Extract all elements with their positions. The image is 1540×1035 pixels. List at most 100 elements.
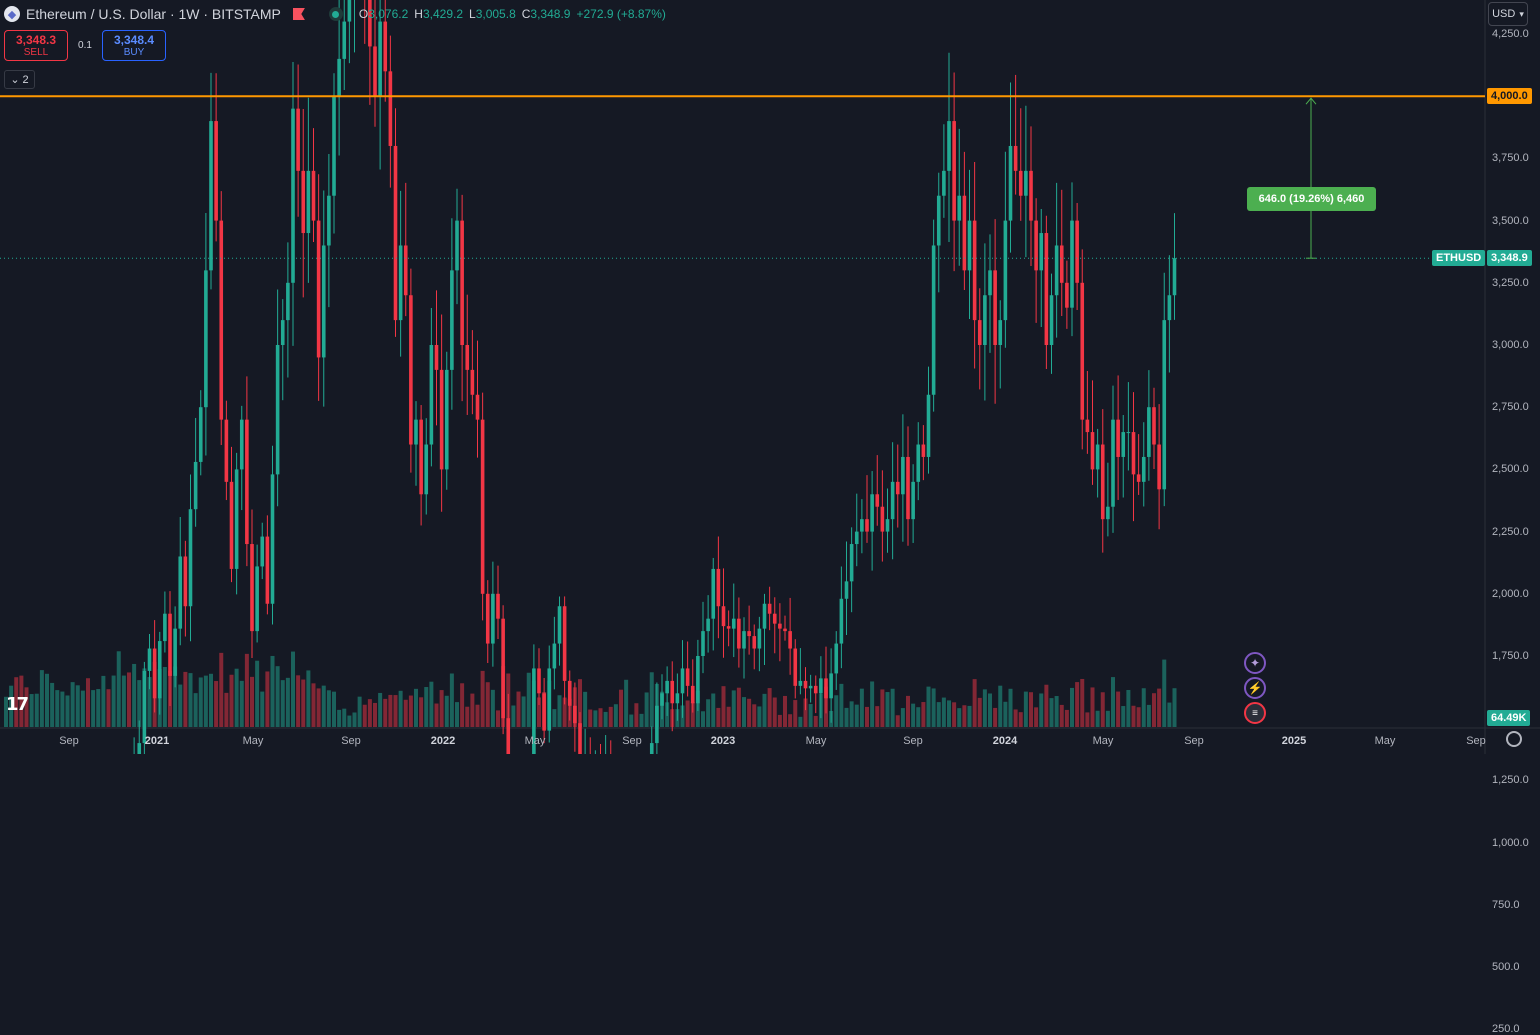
candle-body [491,593,495,644]
ohlc-key: O [358,7,369,21]
volume-bar [752,704,757,727]
volume-bar [168,670,172,727]
candle-body [767,603,772,614]
ohlc-value: 3,076.2 [368,7,409,21]
volume-bar [998,685,1003,727]
volume-bar [993,707,998,727]
volume-bar [798,716,803,727]
volume-bar [1090,687,1095,727]
candle-body [1018,170,1023,196]
volume-bar [439,690,444,727]
time-axis-label: 2024 [992,735,1018,747]
volume-bar [803,698,808,727]
symbol-title[interactable]: Ethereum / U.S. Dollar · 1W · BITSTAMP [26,6,281,22]
ohlc-item: H3,429.2 [414,7,463,21]
candle-body [988,270,992,296]
candle-body [1141,456,1146,482]
candle-body [250,544,254,632]
volume-bar [572,687,577,727]
volume-bar [414,688,418,727]
volume-bar [75,685,80,727]
candle-body [388,71,393,146]
candle-body [865,519,869,532]
volume-bar [4,696,8,727]
volume-bar [127,672,131,727]
candle-body [731,618,736,629]
market-status-icon[interactable] [328,7,343,21]
candle-body [147,648,152,671]
candle-body [942,170,946,196]
tradingview-logo[interactable]: 17 [6,694,29,715]
time-axis-label: May [805,735,827,747]
volume-bar [378,692,383,727]
volume-bar [834,695,839,727]
candle-body [450,270,454,370]
volume-bar [96,689,101,727]
buy-button[interactable]: 3,348.4 BUY [102,30,166,61]
candle-body [337,58,341,97]
volume-bar [654,683,659,727]
candle-body [1075,220,1079,283]
volume-bar [936,702,941,727]
indicators-toggle-button[interactable]: ⌄ 2 [4,70,35,89]
candle-body [245,419,249,545]
volume-bar [1095,710,1100,727]
volume-bar [142,668,147,727]
symbol-badge: ETHUSD [1432,250,1486,267]
volume-bar [613,704,618,727]
volume-bar [229,674,234,727]
currency-label: USD [1492,8,1516,20]
idea-event-icon[interactable]: ✦ [1244,652,1266,674]
candle-body [880,506,885,532]
ohlc-value: 3,005.8 [475,7,516,21]
time-axis-label: 2022 [430,735,456,747]
volume-bar [1105,710,1110,727]
candle-body [419,419,423,495]
us-flag-economic-event-icon[interactable]: ≡ [1244,702,1266,724]
sell-button[interactable]: 3,348.3 SELL [4,30,68,61]
candle-body [1013,145,1018,171]
candle-body [1085,419,1090,433]
candle-body [834,643,839,674]
volume-bar [1116,691,1121,727]
ohlc-item: O3,076.2 [359,7,408,21]
candle-body [716,568,721,607]
volume-bar [224,692,229,727]
settings-icon[interactable] [1506,731,1522,747]
volume-bar [316,688,321,727]
candle-body [1065,282,1069,308]
volume-bar [80,690,85,727]
candle-body [926,394,931,457]
candle-body [844,581,849,599]
currency-select[interactable]: USD ▾ [1488,2,1528,26]
volume-bar [634,703,639,727]
price-chart[interactable] [0,0,1540,754]
volume-bar [460,683,465,727]
candle-body [183,556,188,607]
volume-bar [777,714,782,727]
volume-bar [957,708,962,727]
candle-body [952,121,956,221]
candle-body [977,320,982,345]
volume-bar [152,661,157,727]
volume-bar [393,695,398,727]
candle-body [260,536,265,567]
ohlc-item: C3,348.9 [522,7,571,21]
candle-body [327,195,331,246]
chevron-down-icon: ⌄ [10,74,20,86]
volume-bar [1070,687,1074,727]
candle-body [772,613,777,624]
volume-bar [1064,709,1069,727]
candle-body [198,407,203,462]
volume-bar [219,652,224,727]
candle-body [163,613,167,642]
volume-bar [988,693,992,727]
time-axis-label: 2021 [144,735,170,747]
candle-body [414,419,418,445]
volume-bar [50,682,55,727]
volume-bar [1059,704,1064,727]
lightning-event-icon[interactable]: ⚡ [1244,677,1266,699]
candle-body [1106,506,1110,520]
flag-icon[interactable] [292,8,305,20]
volume-bar [839,683,844,727]
